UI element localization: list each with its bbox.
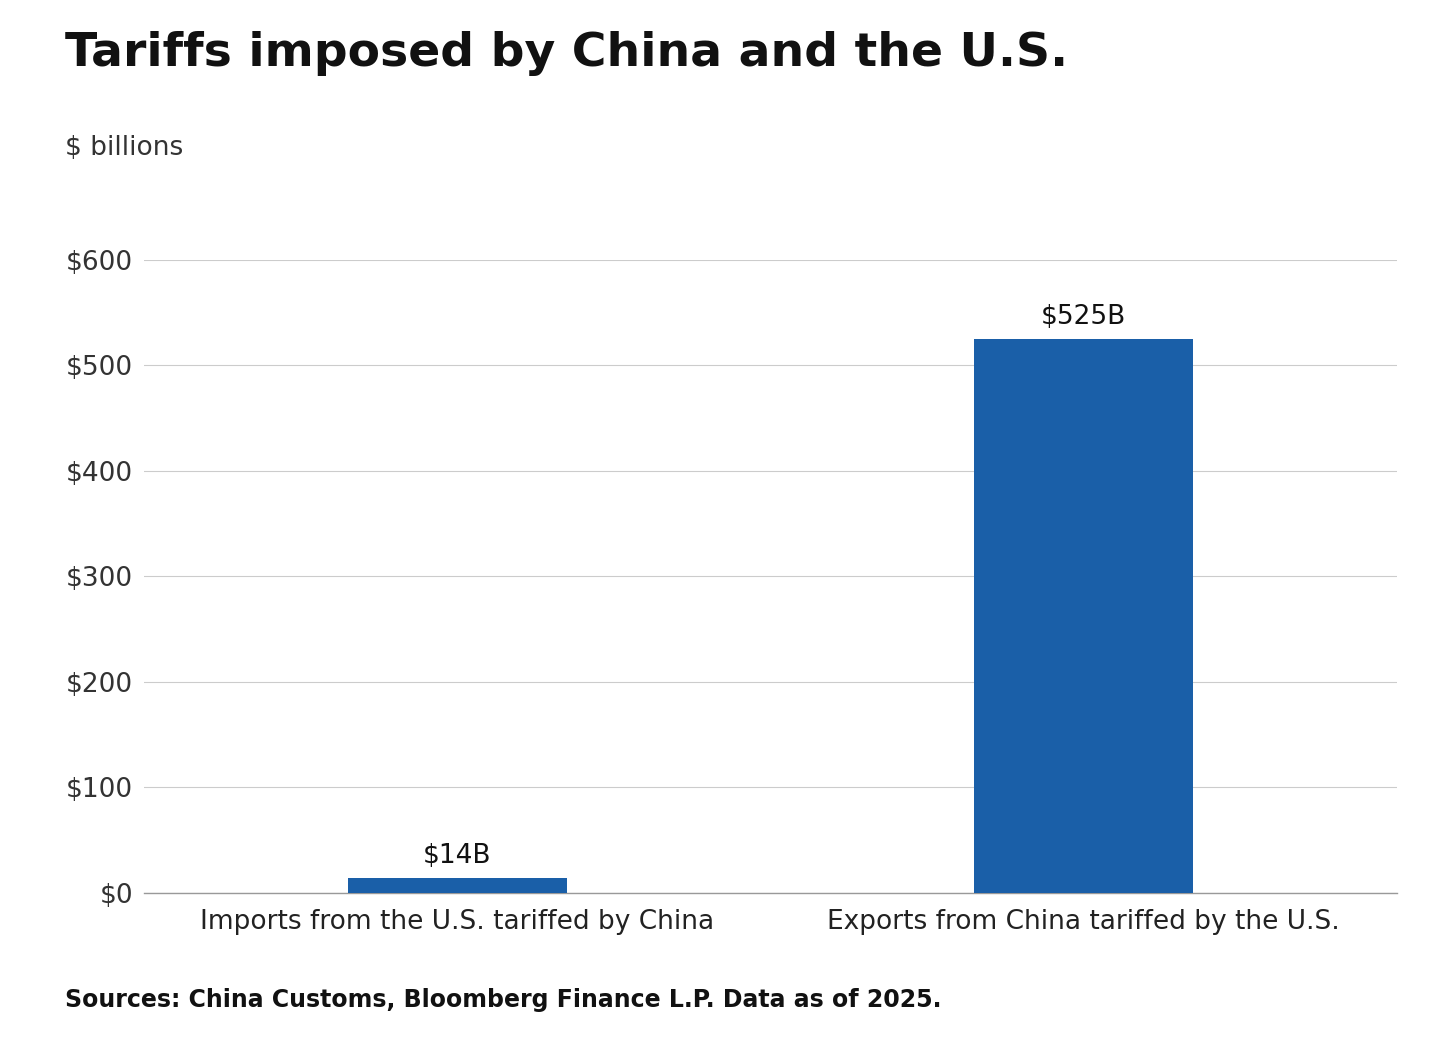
Bar	[347, 878, 567, 893]
Bar	[973, 338, 1194, 893]
Text: Tariffs imposed by China and the U.S.: Tariffs imposed by China and the U.S.	[65, 31, 1068, 76]
Text: Sources: China Customs, Bloomberg Finance L.P. Data as of 2025.: Sources: China Customs, Bloomberg Financ…	[65, 988, 942, 1012]
Text: $14B: $14B	[423, 844, 491, 870]
Text: $525B: $525B	[1041, 304, 1126, 330]
Text: $ billions: $ billions	[65, 135, 183, 161]
